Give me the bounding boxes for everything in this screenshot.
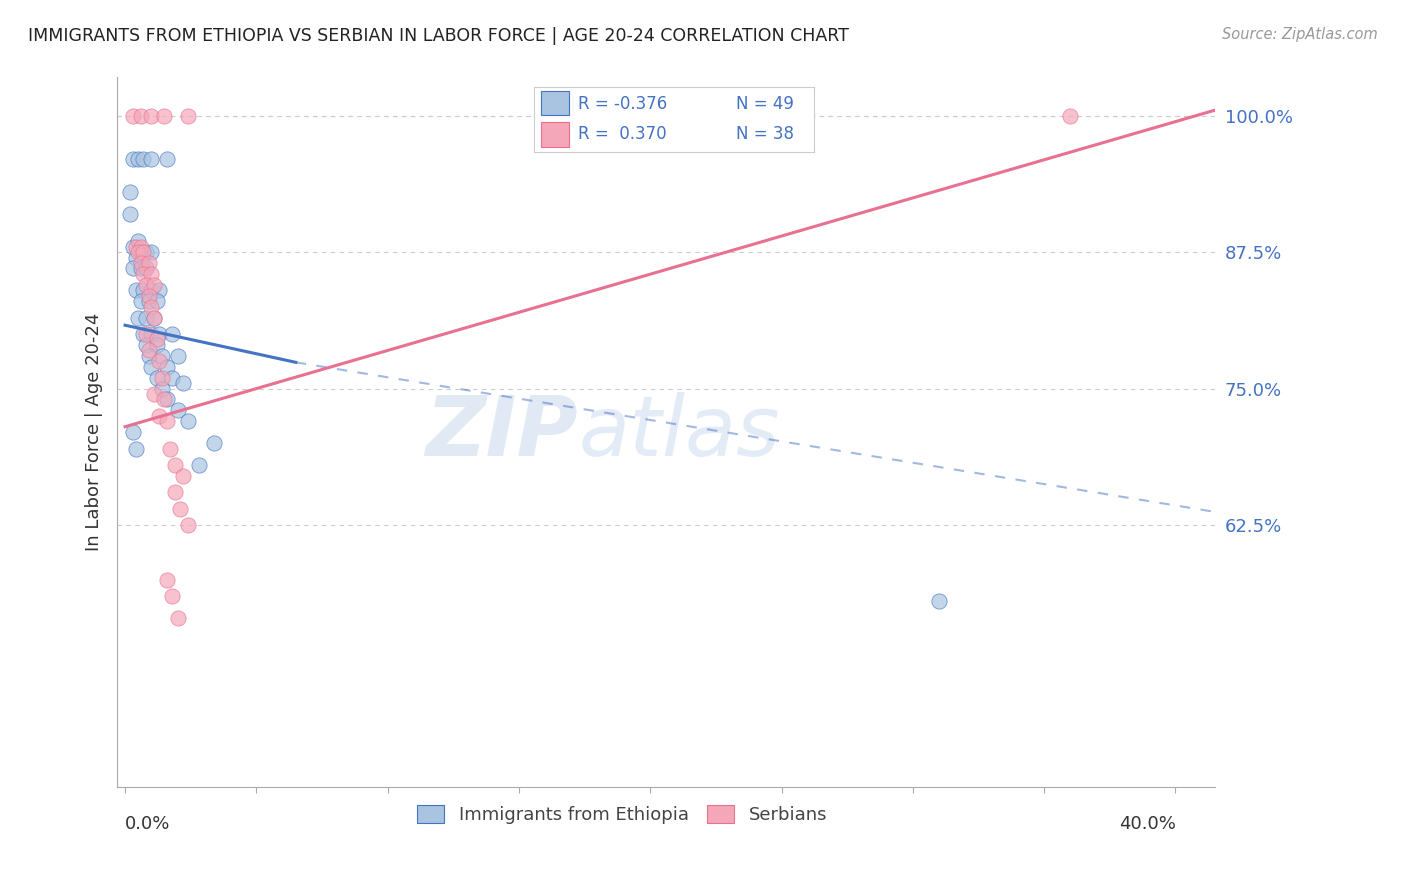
Point [162,370,184,384]
Point [177,518,200,533]
Point [141,359,163,374]
Point [135,277,157,292]
Point [132,283,155,297]
Point [129,261,152,276]
Point [153,392,176,407]
Point [141,109,163,123]
Point [172,376,194,390]
Point [122,109,145,123]
Point [129,256,152,270]
Point [135,310,157,325]
Point [132,326,155,341]
Point [162,589,184,603]
Point [150,370,173,384]
Point [141,326,163,341]
Point [148,326,170,341]
Point [172,468,194,483]
Point [166,611,188,625]
Point [124,442,146,456]
Point [162,326,184,341]
Point [145,370,167,384]
Point [928,594,950,608]
Point [177,109,200,123]
Point [142,310,165,325]
Point [156,414,179,428]
Point [142,310,165,325]
Point [141,283,163,297]
Point [120,185,142,199]
Point [202,436,225,450]
Point [148,283,170,297]
Point [124,283,146,297]
Text: 40.0%: 40.0% [1119,815,1175,833]
Point [166,403,188,417]
Point [122,153,145,167]
Point [132,245,155,260]
Point [159,442,181,456]
Point [138,289,160,303]
Point [122,425,145,440]
Text: ZIP: ZIP [426,392,578,473]
Point [166,349,188,363]
Point [148,409,170,423]
Point [132,267,155,281]
Point [138,343,160,358]
Point [156,573,179,587]
Text: IMMIGRANTS FROM ETHIOPIA VS SERBIAN IN LABOR FORCE | AGE 20-24 CORRELATION CHART: IMMIGRANTS FROM ETHIOPIA VS SERBIAN IN L… [28,27,849,45]
Point [142,277,165,292]
Point [142,387,165,401]
Point [145,338,167,352]
Point [132,153,155,167]
Point [135,338,157,352]
Point [150,382,173,396]
Point [145,294,167,309]
Point [129,294,152,309]
Point [169,501,191,516]
Point [138,294,160,309]
Point [156,359,179,374]
Legend: Immigrants from Ethiopia, Serbians: Immigrants from Ethiopia, Serbians [411,797,834,831]
Point [156,153,179,167]
Point [124,239,146,253]
Point [141,245,163,260]
Point [148,354,170,368]
Point [135,326,157,341]
Point [135,245,157,260]
Point [145,332,167,346]
Point [127,310,149,325]
Point [1059,109,1081,123]
Point [124,251,146,265]
Point [138,349,160,363]
Point [127,234,149,248]
Y-axis label: In Labor Force | Age 20-24: In Labor Force | Age 20-24 [86,313,103,551]
Text: 0.0%: 0.0% [125,815,170,833]
Point [163,458,186,472]
Point [138,256,160,270]
Text: atlas: atlas [578,392,780,473]
Point [141,153,163,167]
Point [153,109,176,123]
Point [129,245,152,260]
Point [150,349,173,363]
Point [122,239,145,253]
Point [129,109,152,123]
Point [141,267,163,281]
Point [156,392,179,407]
Point [127,153,149,167]
Text: Source: ZipAtlas.com: Source: ZipAtlas.com [1222,27,1378,42]
Point [122,261,145,276]
Point [127,245,149,260]
Point [163,485,186,500]
Point [177,414,200,428]
Point [187,458,209,472]
Point [120,207,142,221]
Point [135,261,157,276]
Point [129,239,152,253]
Point [141,300,163,314]
